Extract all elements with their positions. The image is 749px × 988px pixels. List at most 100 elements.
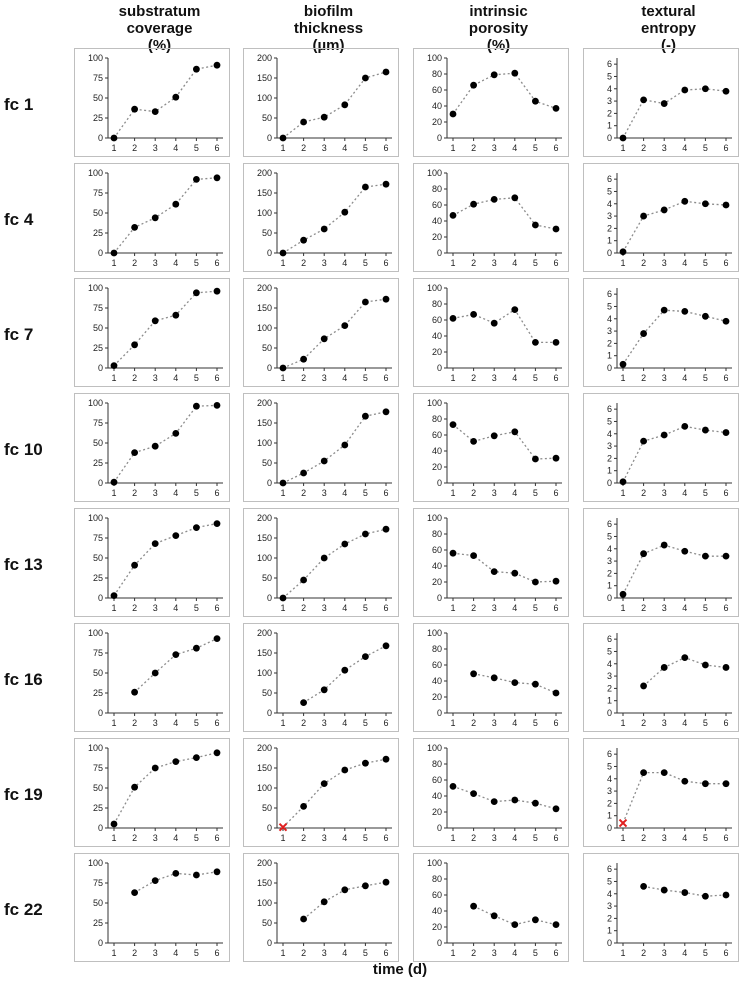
x-tick-label: 2 — [471, 948, 476, 958]
data-point — [722, 429, 730, 436]
y-tick-label: 25 — [93, 918, 103, 928]
data-point — [640, 96, 647, 104]
y-tick-label: 80 — [432, 299, 442, 309]
data-point — [193, 402, 200, 410]
y-tick-label: 25 — [93, 803, 103, 813]
row-label-fc10: fc 10 — [4, 440, 43, 459]
data-point — [552, 805, 560, 813]
x-tick-label: 5 — [703, 603, 708, 613]
y-tick-label: 0 — [267, 363, 272, 373]
x-tick-label: 4 — [682, 833, 687, 843]
data-point — [300, 118, 307, 126]
x-tick-label: 3 — [662, 373, 667, 383]
panel-frame — [243, 508, 399, 617]
data-point — [362, 298, 369, 306]
data-point — [151, 442, 159, 450]
data-point — [279, 134, 287, 142]
x-tick-label: 5 — [363, 948, 368, 958]
x-tick-label: 6 — [553, 258, 558, 268]
y-tick-label: 4 — [607, 199, 612, 209]
y-tick-label: 150 — [257, 418, 272, 428]
x-tick-label: 6 — [553, 143, 558, 153]
x-tick-label: 2 — [132, 948, 137, 958]
y-tick-label: 100 — [257, 438, 272, 448]
x-tick-label: 3 — [153, 373, 158, 383]
x-tick-label: 4 — [342, 833, 347, 843]
y-tick-label: 200 — [257, 628, 272, 638]
x-tick-label: 2 — [471, 143, 476, 153]
panel-frame — [583, 393, 739, 502]
y-tick-label: 75 — [93, 73, 103, 83]
y-tick-label: 6 — [607, 749, 612, 759]
data-point — [532, 916, 539, 924]
y-tick-label: 3 — [607, 786, 612, 796]
x-tick-label: 3 — [153, 603, 158, 613]
data-point — [382, 408, 390, 416]
data-point — [131, 889, 139, 896]
y-tick-label: 0 — [607, 823, 612, 833]
panel-fc10-porosity: 0 20 40 60 80 100 1 2 3 4 5 6 — [413, 393, 569, 502]
data-point — [490, 319, 498, 327]
data-point — [213, 287, 221, 295]
data-point — [619, 478, 627, 486]
data-point — [320, 780, 328, 787]
data-point — [110, 134, 118, 142]
series-line — [303, 645, 387, 704]
y-tick-label: 40 — [432, 446, 442, 456]
data-point — [722, 664, 730, 671]
y-tick-label: 2 — [607, 338, 612, 348]
series-line — [622, 771, 726, 824]
x-tick-label: 4 — [512, 948, 517, 958]
data-point — [619, 360, 627, 368]
data-point — [681, 422, 689, 430]
column-title-coverage-line-1: substratum — [119, 3, 201, 20]
y-tick-label: 0 — [607, 248, 612, 258]
data-point — [362, 882, 369, 890]
data-point — [193, 644, 200, 652]
y-tick-label: 25 — [93, 228, 103, 238]
data-point — [382, 68, 390, 76]
x-tick-label: 1 — [620, 603, 625, 613]
x-tick-label: 2 — [132, 488, 137, 498]
x-tick-label: 2 — [301, 258, 306, 268]
x-tick-label: 5 — [533, 833, 538, 843]
y-tick-label: 1 — [607, 236, 612, 246]
x-tick-label: 1 — [620, 488, 625, 498]
data-point — [341, 208, 349, 216]
y-tick-label: 0 — [98, 938, 103, 948]
data-point — [681, 777, 689, 785]
data-point — [640, 550, 647, 558]
x-tick-label: 2 — [132, 718, 137, 728]
data-point — [722, 201, 730, 209]
x-tick-label: 3 — [662, 833, 667, 843]
x-tick-label: 1 — [280, 718, 285, 728]
x-tick-label: 3 — [492, 143, 497, 153]
y-tick-label: 150 — [257, 878, 272, 888]
y-tick-label: 5 — [607, 71, 612, 81]
data-point — [193, 289, 200, 297]
data-point — [362, 412, 369, 420]
x-tick-label: 1 — [111, 603, 116, 613]
data-point — [279, 364, 287, 372]
x-tick-label: 5 — [533, 258, 538, 268]
data-point — [279, 479, 287, 487]
data-point — [362, 530, 369, 538]
panel-fc19-porosity: 0 20 40 60 80 100 1 2 3 4 5 6 — [413, 738, 569, 847]
x-tick-label: 1 — [450, 833, 455, 843]
panel-fc1-thickness: 0 50 100 150 200 1 2 3 4 5 6 — [243, 48, 399, 157]
y-tick-label: 20 — [432, 922, 442, 932]
y-tick-label: 200 — [257, 858, 272, 868]
y-tick-label: 80 — [432, 759, 442, 769]
missing-value-marker — [278, 822, 288, 832]
y-tick-label: 0 — [267, 938, 272, 948]
y-tick-label: 75 — [93, 763, 103, 773]
series-line — [113, 404, 218, 483]
data-point — [172, 430, 180, 437]
x-tick-label: 2 — [132, 143, 137, 153]
data-point — [193, 65, 200, 73]
x-tick-label: 6 — [214, 718, 219, 728]
data-point — [193, 754, 200, 761]
data-point — [449, 212, 457, 219]
